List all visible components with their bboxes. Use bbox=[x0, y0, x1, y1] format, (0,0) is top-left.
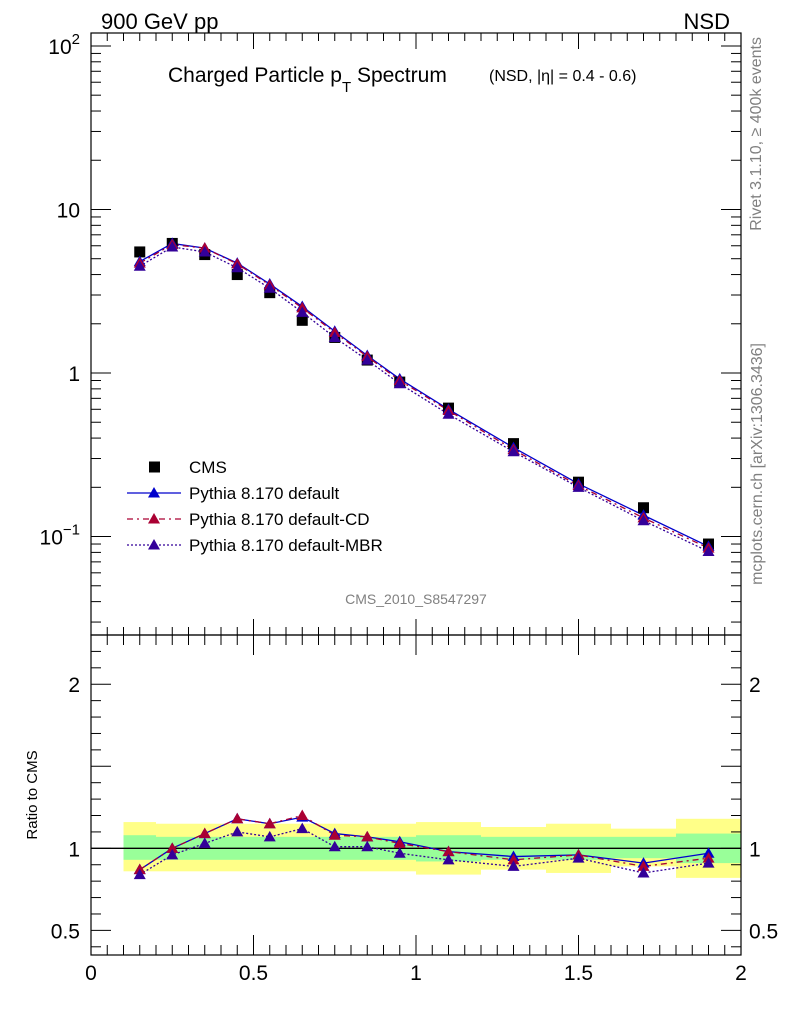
main-point-mbr bbox=[133, 260, 146, 271]
ratio-point-mbr bbox=[393, 847, 406, 858]
main-point-mbr bbox=[166, 240, 179, 252]
main-ytick-label: 102 bbox=[48, 31, 80, 59]
legend-label: Pythia 8.170 default-MBR bbox=[189, 536, 383, 555]
legend-marker-default bbox=[148, 487, 160, 498]
plot-title-subscript: T bbox=[342, 79, 351, 96]
main-point-mbr bbox=[263, 282, 276, 293]
main-point-mbr bbox=[507, 445, 520, 457]
ratio-point-cd bbox=[263, 817, 276, 829]
main-point-mbr bbox=[328, 331, 341, 342]
ratio-point-mbr bbox=[442, 853, 455, 865]
legend-marker-cd bbox=[148, 513, 160, 524]
main-point-mbr bbox=[361, 354, 374, 365]
analysis-id: CMS_2010_S8547297 bbox=[345, 591, 487, 607]
mcplots-label: mcplots.cern.ch [arXiv:1306.3436] bbox=[749, 343, 766, 585]
main-point-data bbox=[134, 246, 146, 258]
main-line-cd bbox=[139, 243, 709, 549]
ratio-line-mbr bbox=[139, 827, 709, 876]
main-point-data bbox=[296, 314, 308, 326]
main-point-mbr bbox=[637, 514, 650, 526]
ratio-ytick-label-right: 1 bbox=[749, 838, 761, 861]
ratio-point-mbr bbox=[507, 860, 520, 871]
main-point-mbr bbox=[198, 245, 211, 257]
ratio-ytick-label-left: 1 bbox=[68, 838, 80, 861]
ratio-point-mbr bbox=[263, 830, 276, 842]
main-point-mbr bbox=[296, 306, 309, 317]
ratio-point-mbr bbox=[133, 868, 146, 880]
rivet-label: Rivet 3.1.10, ≥ 400k events bbox=[748, 37, 765, 231]
ratio-band-inner bbox=[611, 836, 676, 859]
ratio-point-cd bbox=[393, 837, 406, 848]
energy-label: 900 GeV pp bbox=[101, 9, 218, 34]
ratio-xtick-label: 2 bbox=[735, 962, 747, 985]
ratio-ytick-label-right: 0.5 bbox=[749, 920, 778, 943]
main-ytick-label: 10−1 bbox=[40, 522, 80, 550]
ratio-ytick-label-left: 0.5 bbox=[51, 920, 80, 943]
ratio-xtick-label: 0 bbox=[85, 962, 97, 985]
plot-subtitle: (NSD, |η| = 0.4 - 0.6) bbox=[489, 68, 636, 85]
ratio-series-layer bbox=[133, 809, 715, 880]
ratio-point-mbr bbox=[296, 822, 309, 834]
main-ytick-label-base: 10 bbox=[40, 527, 63, 550]
ratio-point-mbr bbox=[328, 840, 341, 852]
plot-title-b: Spectrum bbox=[351, 64, 447, 87]
legend-marker-data bbox=[149, 461, 160, 473]
ratio-point-cd bbox=[637, 860, 650, 871]
ratio-xtick-label: 1.5 bbox=[564, 962, 593, 985]
ratio-point-cd bbox=[166, 842, 179, 853]
ratio-band-inner bbox=[123, 835, 156, 860]
ratio-ytick-label-left: 2 bbox=[68, 674, 80, 697]
ratio-point-mbr bbox=[198, 837, 211, 848]
main-ytick-label-exponent: −1 bbox=[63, 522, 80, 539]
ratio-point-cd bbox=[328, 829, 341, 840]
ratio-line-cd bbox=[139, 814, 709, 871]
main-point-mbr bbox=[393, 377, 406, 389]
main-ytick-label-base: 10 bbox=[48, 36, 71, 59]
plot-title: Charged Particle pT Spectrum bbox=[168, 64, 447, 96]
legend-label: Pythia 8.170 default-CD bbox=[189, 510, 370, 529]
ratio-xtick-label: 0.5 bbox=[239, 962, 268, 985]
ratio-axis-ticks: 2 21 10.5 0.50 0.5 1 1.5 2 bbox=[51, 635, 778, 985]
ratio-plot-frame bbox=[90, 634, 742, 956]
process-label: NSD bbox=[684, 9, 730, 34]
ratio-point-mbr bbox=[361, 840, 374, 852]
plot-title-a: Charged Particle p bbox=[168, 64, 342, 87]
main-series-layer bbox=[133, 237, 715, 557]
ratio-point-mbr bbox=[231, 825, 244, 837]
ratio-ytick-label-right: 2 bbox=[749, 674, 761, 697]
main-point-data bbox=[638, 502, 649, 514]
ratio-point-cd bbox=[361, 830, 374, 842]
ratio-point-mbr bbox=[702, 857, 715, 868]
ratio-point-cd bbox=[296, 809, 309, 821]
main-point-mbr bbox=[572, 481, 585, 492]
legend-label: Pythia 8.170 default bbox=[189, 484, 340, 503]
main-point-mbr bbox=[442, 408, 455, 419]
main-ytick-label-base: 10 bbox=[57, 199, 80, 222]
main-point-data bbox=[231, 269, 243, 281]
ratio-point-mbr bbox=[637, 866, 650, 878]
ratio-point-cd bbox=[442, 845, 455, 857]
ratio-ylabel: Ratio to CMS bbox=[24, 750, 41, 839]
legend: CMS Pythia 8.170 default Pythia 8.170 defa… bbox=[127, 458, 383, 555]
legend-label: CMS bbox=[189, 458, 227, 477]
ratio-point-cd bbox=[507, 853, 520, 865]
main-ytick-label-base: 1 bbox=[68, 363, 80, 386]
main-point-mbr bbox=[702, 545, 715, 557]
ratio-point-cd bbox=[198, 827, 211, 839]
main-ytick-label-exponent: 2 bbox=[72, 31, 80, 48]
main-ytick-label: 10 bbox=[57, 199, 80, 222]
main-ytick-label: 1 bbox=[68, 363, 80, 386]
main-point-mbr bbox=[231, 261, 244, 273]
ratio-point-mbr bbox=[166, 848, 179, 860]
ratio-point-mbr bbox=[572, 852, 585, 863]
ratio-xtick-label: 1 bbox=[410, 962, 422, 985]
legend-marker-mbr bbox=[148, 539, 160, 550]
ratio-point-cd bbox=[231, 812, 244, 824]
